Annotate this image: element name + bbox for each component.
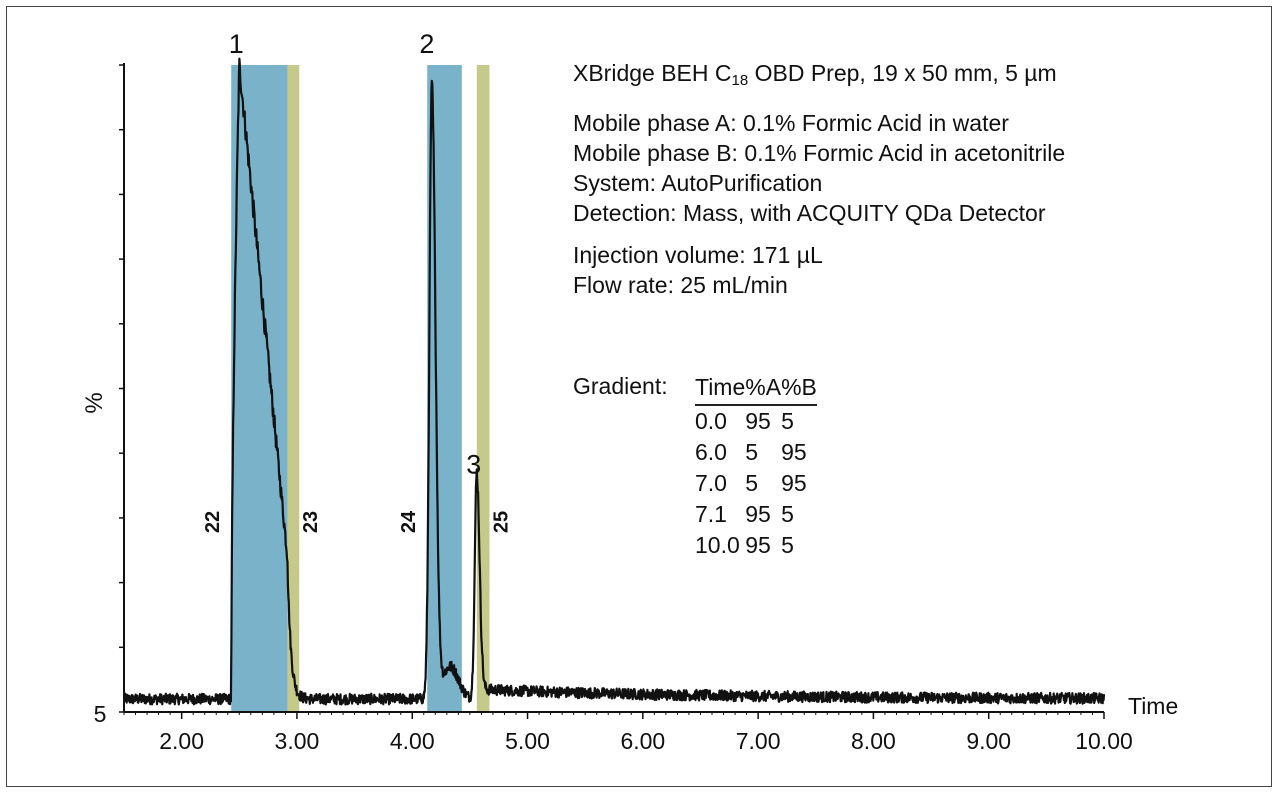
x-tick-label: 10.00 <box>1075 728 1133 754</box>
fraction-label: 23 <box>300 511 322 533</box>
flow-rate: Flow rate: 25 mL/min <box>573 272 788 298</box>
fraction-label: 25 <box>490 511 512 533</box>
gradient-cell: 95 <box>781 439 807 465</box>
y-bottom-label: 5 <box>94 701 107 727</box>
fraction-band <box>231 65 288 712</box>
y-axis-title: % <box>81 392 108 413</box>
gradient-cell: 5 <box>745 439 759 465</box>
gradient-cell: 95 <box>745 501 771 527</box>
mobile-phase-b: Mobile phase B: 0.1% Formic Acid in acet… <box>573 140 1066 166</box>
column-subscript: 18 <box>731 72 749 89</box>
x-tick-label: 4.00 <box>390 728 435 754</box>
gradient-row: 7.0 5 95 <box>695 468 817 499</box>
gradient-cell: 95 <box>745 532 771 558</box>
gradient-cell: 7.1 <box>695 501 727 527</box>
axes <box>119 63 1105 719</box>
x-tick-label: 3.00 <box>275 728 320 754</box>
x-axis-title: Time <box>1128 693 1178 719</box>
fraction-bands <box>231 65 490 712</box>
x-tick-label: 2.00 <box>159 728 204 754</box>
system-line: System: AutoPurification <box>573 170 823 196</box>
gradient-cell: 95 <box>745 408 771 434</box>
peak-label: 1 <box>229 29 244 59</box>
mobile-phase-a: Mobile phase A: 0.1% Formic Acid in wate… <box>573 110 1009 136</box>
column-line: XBridge BEH C18 OBD Prep, 19 x 50 mm, 5 … <box>573 58 1065 96</box>
x-tick-label: 5.00 <box>505 728 550 754</box>
gradient-cell: 95 <box>781 470 807 496</box>
gradient-cell: 5 <box>745 470 759 496</box>
x-tick-label: 6.00 <box>620 728 665 754</box>
trace-group <box>122 57 1106 706</box>
chart-labels: 2.00 3.00 4.00 5.00 6.00 7.00 8.00 9.00 10.00 Tim… <box>81 29 1178 754</box>
x-tick-label: 9.00 <box>966 728 1011 754</box>
gradient-header-b: %B <box>781 370 817 406</box>
gradient-header-time: Time <box>695 370 746 406</box>
gradient-row: 0.0 95 5 <box>695 405 817 437</box>
column-prefix: XBridge BEH C <box>573 60 732 86</box>
fraction-band <box>476 65 490 712</box>
gradient-label: Gradient: <box>573 373 668 399</box>
peak-label: 2 <box>419 29 434 59</box>
gradient-table: Time %A %B 0.0 95 5 6.0 5 95 7.0 5 95 7.1 95 5 1… <box>695 370 817 561</box>
fraction-label: 22 <box>202 511 224 533</box>
detection-line: Detection: Mass, with ACQUITY QDa Detect… <box>573 200 1046 226</box>
gradient-cell: 0.0 <box>695 408 727 434</box>
column-suffix: OBD Prep, 19 x 50 mm, 5 µm <box>748 60 1057 86</box>
injection-volume: Injection volume: 171 µL <box>573 242 823 268</box>
figure-frame <box>6 6 1272 787</box>
gradient-cell: 5 <box>781 501 794 527</box>
fraction-band <box>427 65 462 712</box>
chromatogram-trace <box>122 57 1106 706</box>
gradient-row: 6.0 5 95 <box>695 437 817 468</box>
fraction-label: 24 <box>398 510 420 533</box>
gradient-header-row: Time %A %B <box>695 370 817 406</box>
gradient-header-a: %A <box>745 370 782 406</box>
gradient-row: 7.1 95 5 <box>695 499 817 530</box>
gradient-row: 10.0 95 5 <box>695 530 817 561</box>
peak-label: 3 <box>466 450 481 480</box>
gradient-cell: 5 <box>781 532 794 558</box>
gradient-cell: 7.0 <box>695 470 727 496</box>
gradient-cell: 5 <box>781 408 794 434</box>
x-tick-label: 7.00 <box>736 728 781 754</box>
gradient-cell: 10.0 <box>695 532 740 558</box>
gradient-cell: 6.0 <box>695 439 727 465</box>
fraction-band <box>287 65 300 712</box>
method-info: XBridge BEH C18 OBD Prep, 19 x 50 mm, 5 … <box>573 58 1065 300</box>
x-tick-label: 8.00 <box>851 728 896 754</box>
